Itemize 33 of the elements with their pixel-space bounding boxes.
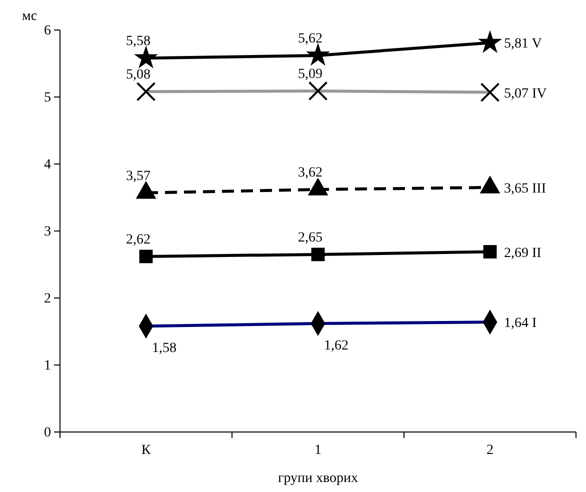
y-tick-label: 4 bbox=[44, 157, 51, 172]
point bbox=[134, 45, 158, 68]
data-label: 5,09 bbox=[298, 66, 322, 82]
data-label: 3,57 bbox=[126, 168, 150, 184]
data-label: 5,58 bbox=[126, 34, 150, 50]
data-label: 2,65 bbox=[298, 230, 322, 246]
data-label: 1,58 bbox=[152, 341, 176, 356]
point bbox=[139, 250, 153, 264]
data-label: 3,62 bbox=[298, 165, 322, 180]
y-tick-label: 1 bbox=[44, 358, 51, 374]
point bbox=[483, 245, 497, 258]
point bbox=[478, 30, 502, 53]
text: 5,81 V bbox=[504, 36, 542, 52]
y-tick-label: 3 bbox=[44, 224, 51, 240]
text: 2,69 II bbox=[504, 246, 542, 261]
point bbox=[306, 42, 330, 66]
y-axis-title: мс bbox=[22, 9, 38, 24]
x-tick-label: 1 bbox=[314, 442, 322, 458]
x-tick-label: К bbox=[141, 442, 152, 458]
text: 3,65 III bbox=[504, 181, 546, 196]
point bbox=[311, 248, 325, 262]
x-axis-title: групи хворих bbox=[278, 471, 358, 486]
y-tick-label: 5 bbox=[44, 90, 51, 106]
y-tick-label: 0 bbox=[44, 425, 51, 440]
text: 1,64 I bbox=[504, 316, 537, 332]
data-label: 2,62 bbox=[126, 232, 150, 248]
text: 5,07 IV bbox=[504, 86, 547, 102]
data-label: 1,62 bbox=[324, 338, 348, 354]
y-tick-label: 2 bbox=[44, 291, 51, 306]
x-tick-label: 2 bbox=[486, 442, 494, 458]
y-tick-label: 6 bbox=[44, 23, 51, 38]
data-label: 5,62 bbox=[298, 31, 322, 46]
data-label: 5,08 bbox=[126, 68, 150, 83]
